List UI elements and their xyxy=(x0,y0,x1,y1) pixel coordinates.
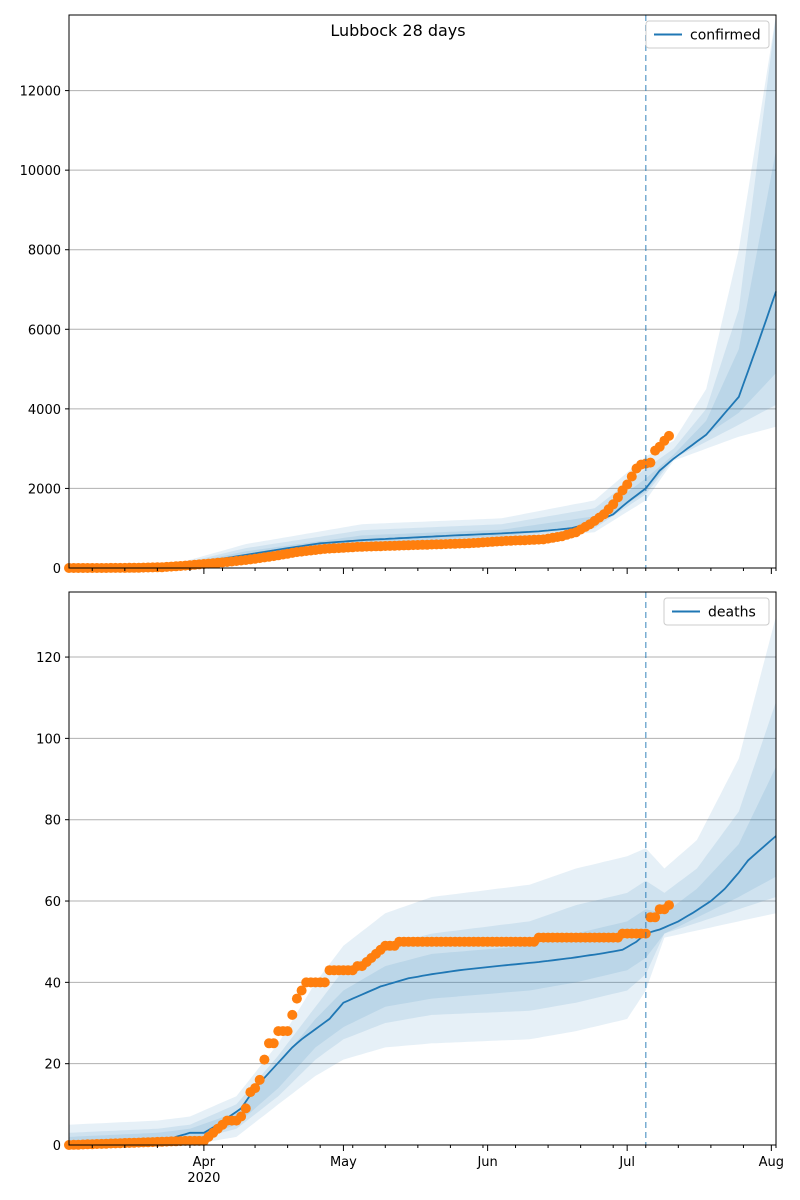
observed-point xyxy=(250,1083,261,1094)
observed-point xyxy=(268,1038,279,1049)
observed-point xyxy=(259,1054,270,1065)
legend-box xyxy=(645,20,770,49)
observed-points xyxy=(64,430,674,573)
observed-point xyxy=(282,1026,293,1037)
y-tick-label: 100 xyxy=(36,732,61,747)
y-tick-label: 120 xyxy=(36,651,61,666)
y-tick-label: 0 xyxy=(53,562,61,577)
x-tick-label: Jul xyxy=(618,1155,635,1170)
model-line-deaths xyxy=(68,835,777,1146)
observed-point xyxy=(645,457,656,468)
x-tick-sublabel: 2020 xyxy=(187,1171,220,1186)
legend-box xyxy=(663,597,770,626)
x-tick-label: Jun xyxy=(476,1155,497,1170)
legend-label: deaths xyxy=(708,605,756,621)
observed-point xyxy=(319,977,330,988)
observed-point xyxy=(664,900,674,911)
y-tick-label: 20 xyxy=(44,1058,61,1073)
y-tick-label: 4000 xyxy=(28,403,61,418)
x-tick-label: Aug xyxy=(759,1155,784,1170)
x-tick-label: May xyxy=(330,1155,357,1170)
confidence-band xyxy=(69,701,776,1145)
y-tick-label: 80 xyxy=(44,814,61,829)
observed-point xyxy=(240,1103,251,1114)
observed-point xyxy=(622,479,633,490)
axes-frame xyxy=(68,14,777,569)
x-tick-label: Apr xyxy=(193,1155,216,1170)
observed-point xyxy=(664,430,674,441)
y-tick-label: 40 xyxy=(44,976,61,991)
observed-point xyxy=(291,993,302,1004)
observed-point xyxy=(254,1074,265,1085)
legend-label: confirmed xyxy=(690,28,761,44)
confidence-band xyxy=(69,616,776,1145)
confidence-bands xyxy=(69,616,776,1145)
y-tick-label: 6000 xyxy=(28,323,61,338)
axes-frame xyxy=(68,591,777,1146)
y-tick-label: 10000 xyxy=(20,164,61,179)
observed-point xyxy=(236,1111,247,1122)
observed-point xyxy=(287,1009,298,1020)
observed-point xyxy=(650,912,661,923)
confirmed-panel: 0 2000 4000 6000 8000 10000 12000 confirmed xyxy=(20,14,777,577)
y-tick-label: 2000 xyxy=(28,482,61,497)
y-tick-label: 60 xyxy=(44,895,61,910)
y-tick-label: 0 xyxy=(53,1139,61,1154)
y-tick-label: 12000 xyxy=(20,85,61,100)
observed-point xyxy=(296,985,307,996)
observed-point xyxy=(626,471,637,482)
y-tick-label: 8000 xyxy=(28,244,61,259)
figure-title: Lubbock 28 days xyxy=(330,21,465,40)
observed-points xyxy=(64,900,674,1150)
confidence-band xyxy=(69,766,776,1145)
